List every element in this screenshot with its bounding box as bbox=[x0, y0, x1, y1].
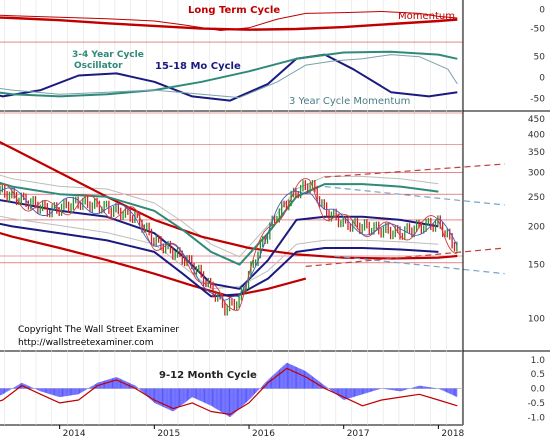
x-tick-label: 2014 bbox=[63, 429, 86, 439]
y-tick-top: -50 bbox=[530, 25, 545, 35]
y-tick-price: 300 bbox=[528, 169, 545, 179]
panel-price bbox=[0, 141, 505, 316]
label-9-12-month-cycle: 9-12 Month Cycle bbox=[159, 370, 257, 381]
y-tick-top: 0 bbox=[539, 6, 545, 16]
y-tick-cycle: 0.0 bbox=[531, 385, 546, 395]
x-axis-tick-labels: 2014 2015 2016 2017 2018 bbox=[59, 425, 465, 439]
panel-oscillator bbox=[0, 50, 458, 102]
projection-proj2 bbox=[324, 186, 505, 206]
line-channel-upper bbox=[0, 181, 439, 266]
y-tick-price: 100 bbox=[528, 314, 545, 324]
y-tick-cycle: -0.5 bbox=[527, 399, 545, 409]
x-tick-label: 2016 bbox=[252, 429, 275, 439]
horizontal-gridlines bbox=[0, 41, 463, 264]
y-tick-cycle: 0.5 bbox=[531, 370, 545, 380]
y-tick-cycle: -1.0 bbox=[527, 413, 545, 423]
y-tick-price: 400 bbox=[528, 130, 545, 140]
copyright-text: Copyright The Wall Street Examiner bbox=[18, 325, 179, 335]
y-tick-price: 250 bbox=[528, 193, 545, 203]
line-long_term bbox=[0, 16, 458, 31]
line-y3mom bbox=[0, 54, 458, 99]
url-text: http://wallstreetexaminer.com bbox=[18, 338, 153, 348]
line-channel-lower bbox=[0, 222, 439, 298]
y-axis-tick-labels: 0 -50 50 0 -50 450 400 350 300 250 200 150 100 1.0 0.5… bbox=[527, 6, 545, 424]
panel-9-12-month-cycle bbox=[0, 362, 463, 417]
y-tick-price: 150 bbox=[528, 261, 545, 271]
y-tick-oscillator: 0 bbox=[539, 74, 545, 84]
line-red-low bbox=[0, 232, 307, 298]
y-tick-price: 350 bbox=[528, 148, 545, 158]
bollinger-ma_upper bbox=[0, 174, 439, 258]
line-cycle912 bbox=[0, 367, 458, 415]
thin-cycle-blue bbox=[0, 187, 458, 301]
y-tick-price: 450 bbox=[528, 115, 545, 125]
projection-proj3 bbox=[305, 247, 505, 267]
x-tick-label: 2015 bbox=[157, 429, 180, 439]
projection-proj4 bbox=[334, 255, 505, 275]
line-y3_4 bbox=[0, 50, 458, 98]
y-tick-price: 200 bbox=[528, 222, 545, 232]
label-momentum: Momentum bbox=[398, 11, 455, 22]
x-tick-label: 2017 bbox=[347, 429, 370, 439]
label-3-4-year-cycle: 3-4 Year Cycle bbox=[72, 50, 144, 60]
projection-proj1 bbox=[324, 163, 505, 178]
bollinger-ma_lower bbox=[0, 215, 439, 290]
label-3-year-cycle-momentum: 3 Year Cycle Momentum bbox=[289, 96, 410, 107]
label-15-18-mo-cycle: 15-18 Mo Cycle bbox=[155, 61, 241, 72]
label-oscillator: Oscillator bbox=[74, 61, 123, 71]
label-long-term-cycle: Long Term Cycle bbox=[188, 5, 280, 16]
line-channel-mid bbox=[0, 199, 439, 290]
y-tick-oscillator: 50 bbox=[534, 53, 546, 63]
y-tick-cycle: 1.0 bbox=[531, 356, 546, 366]
panel-long-term-cycle bbox=[0, 11, 458, 31]
line-momentum bbox=[0, 11, 458, 31]
line-mo15_18 bbox=[0, 53, 458, 102]
thin-cycle-red bbox=[0, 178, 458, 312]
x-tick-label: 2018 bbox=[441, 429, 464, 439]
y-tick-oscillator: -50 bbox=[530, 94, 545, 104]
